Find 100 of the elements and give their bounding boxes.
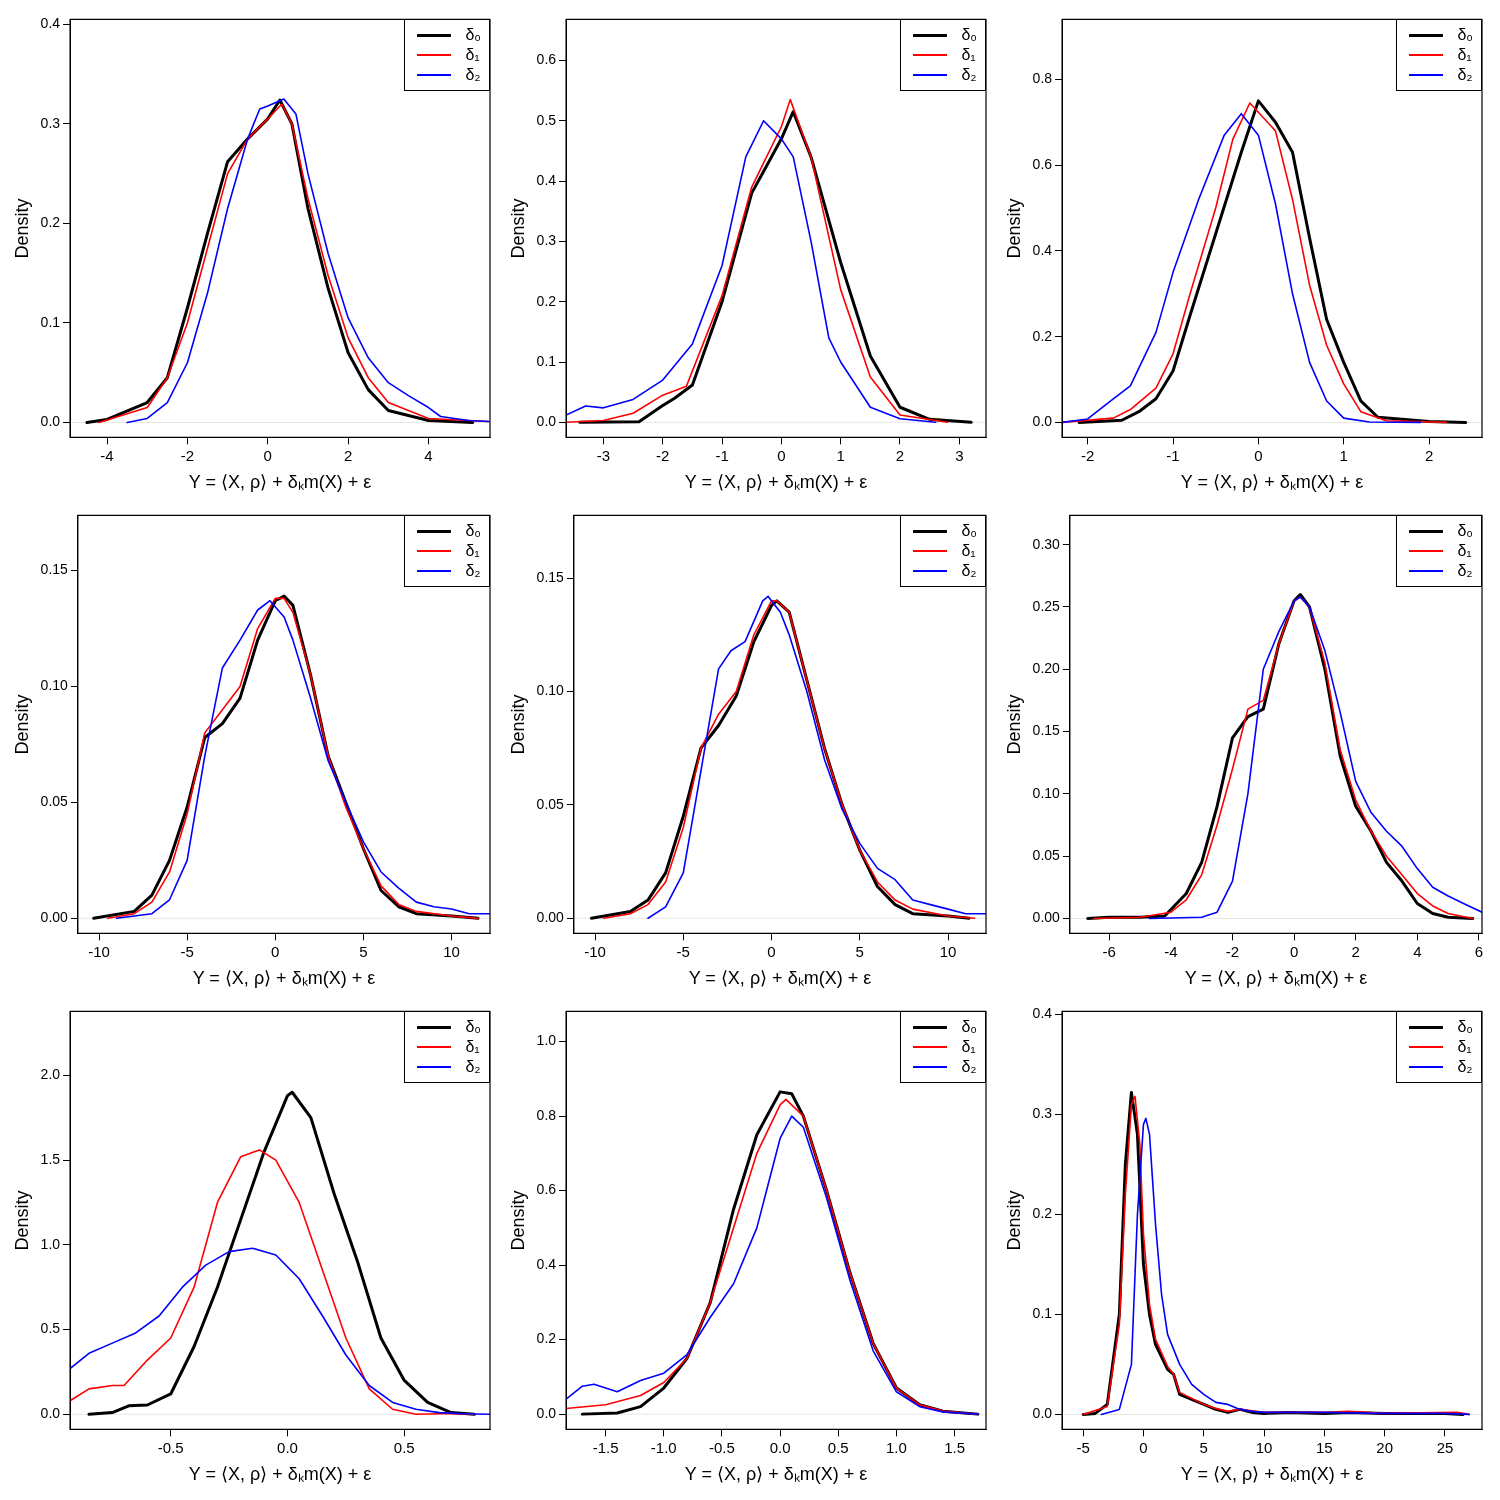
x-axis-title: Y = ⟨X, ρ⟩ + δₖm(X) + ε xyxy=(684,472,868,493)
x-tick-label: 5 xyxy=(855,942,864,960)
x-tick-label: 1.5 xyxy=(944,1438,966,1456)
x-tick-label: 10 xyxy=(939,942,957,960)
legend-label: δ₀ xyxy=(1457,521,1473,542)
y-axis-title: Density xyxy=(1003,1190,1024,1251)
legend-label: δ₁ xyxy=(1457,45,1472,66)
x-tick-label: 0 xyxy=(263,446,272,464)
y-tick-label: 0.10 xyxy=(40,677,69,694)
legend-label: δ₂ xyxy=(465,1057,481,1078)
x-tick-label: -2 xyxy=(180,446,195,464)
x-tick-label: 4 xyxy=(424,446,433,464)
legend-label: δ₀ xyxy=(961,25,977,46)
y-tick-label: 0.2 xyxy=(40,214,61,231)
legend-label: δ₂ xyxy=(465,561,481,582)
y-tick-label: 0.1 xyxy=(536,352,557,369)
legend-label: δ₁ xyxy=(961,1037,976,1058)
x-tick-label: -1.5 xyxy=(592,1438,619,1456)
y-axis-title: Density xyxy=(507,198,528,259)
y-tick-label: 0.6 xyxy=(1032,156,1053,173)
x-tick-label: -4 xyxy=(1164,942,1178,960)
legend-label: δ₁ xyxy=(465,1037,480,1058)
x-tick-label: 10 xyxy=(443,942,460,960)
legend-label: δ₁ xyxy=(465,541,480,562)
x-tick-label: 2 xyxy=(343,446,353,464)
y-tick-label: 0.20 xyxy=(1032,660,1061,677)
y-axis-title: Density xyxy=(11,198,32,259)
x-tick-label: -3 xyxy=(596,446,611,464)
y-tick-label: 0.1 xyxy=(1032,1305,1053,1322)
y-tick-label: 0.6 xyxy=(536,51,557,68)
legend-label: δ₀ xyxy=(465,1017,481,1038)
x-tick-label: -5 xyxy=(1076,1438,1090,1456)
y-tick-label: 0.4 xyxy=(1032,1005,1053,1022)
y-tick-label: 0.05 xyxy=(536,795,565,812)
y-tick-label: 0.8 xyxy=(1032,70,1053,87)
x-tick-label: 6 xyxy=(1474,942,1484,960)
x-tick-label: 1 xyxy=(836,446,845,464)
legend-label: δ₂ xyxy=(961,1057,977,1078)
x-tick-label: 0 xyxy=(1139,1438,1148,1456)
x-tick-label: 0.0 xyxy=(769,1438,791,1456)
x-tick-label: 0.5 xyxy=(827,1438,849,1456)
y-axis-title: Density xyxy=(11,1190,32,1251)
x-tick-label: 0 xyxy=(1254,446,1263,464)
x-tick-label: 5 xyxy=(1199,1438,1208,1456)
legend-label: δ₀ xyxy=(1457,25,1473,46)
x-axis-title: Y = ⟨X, ρ⟩ + δₖm(X) + ε xyxy=(1184,968,1368,989)
x-tick-label: -1 xyxy=(1166,446,1180,464)
x-tick-label: -1.0 xyxy=(650,1438,677,1456)
x-axis-title: Y = ⟨X, ρ⟩ + δₖm(X) + ε xyxy=(1180,1464,1364,1485)
y-tick-label: 0.00 xyxy=(40,909,69,926)
y-tick-label: 1.0 xyxy=(40,1235,61,1252)
x-tick-label: -5 xyxy=(180,942,194,960)
x-tick-label: 25 xyxy=(1436,1438,1454,1456)
y-tick-label: 0.30 xyxy=(1032,535,1061,552)
x-axis-title: Y = ⟨X, ρ⟩ + δₖm(X) + ε xyxy=(188,472,372,493)
legend-label: δ₁ xyxy=(1457,1037,1472,1058)
y-tick-label: 0.0 xyxy=(536,1404,557,1421)
legend-label: δ₀ xyxy=(1457,1017,1473,1038)
x-axis-title: Y = ⟨X, ρ⟩ + δₖm(X) + ε xyxy=(684,1464,868,1485)
legend-label: δ₂ xyxy=(1457,1057,1473,1078)
y-tick-label: 0.2 xyxy=(1032,327,1053,344)
x-tick-label: 10 xyxy=(1255,1438,1273,1456)
y-tick-label: 0.4 xyxy=(536,1255,557,1272)
x-tick-label: -0.5 xyxy=(709,1438,735,1456)
x-tick-label: -0.5 xyxy=(157,1438,184,1456)
x-tick-label: -5 xyxy=(676,942,690,960)
x-tick-label: 5 xyxy=(359,942,368,960)
legend-label: δ₂ xyxy=(961,561,977,582)
legend-label: δ₁ xyxy=(1457,541,1472,562)
legend-label: δ₀ xyxy=(465,25,481,46)
x-axis-title: Y = ⟨X, ρ⟩ + δₖm(X) + ε xyxy=(1180,472,1364,493)
legend-label: δ₂ xyxy=(961,65,977,86)
x-axis-title: Y = ⟨X, ρ⟩ + δₖm(X) + ε xyxy=(688,968,872,989)
y-tick-label: 0.15 xyxy=(536,569,565,586)
legend-label: δ₂ xyxy=(1457,561,1473,582)
y-tick-label: 0.3 xyxy=(1032,1105,1053,1122)
y-axis-title: Density xyxy=(507,694,528,755)
y-axis-title: Density xyxy=(1003,694,1024,755)
x-tick-label: 0 xyxy=(1289,942,1299,960)
x-axis-title: Y = ⟨X, ρ⟩ + δₖm(X) + ε xyxy=(192,968,376,989)
y-tick-label: 0.1 xyxy=(40,313,61,330)
y-tick-label: 0.00 xyxy=(536,909,565,926)
x-tick-label: -10 xyxy=(584,942,606,960)
x-tick-label: -1 xyxy=(715,446,729,464)
x-axis-title: Y = ⟨X, ρ⟩ + δₖm(X) + ε xyxy=(188,1464,372,1485)
x-tick-label: 15 xyxy=(1316,1438,1333,1456)
x-tick-label: 1 xyxy=(1339,446,1348,464)
legend-label: δ₁ xyxy=(961,45,976,66)
x-tick-label: 4 xyxy=(1413,942,1422,960)
x-tick-label: -2 xyxy=(1225,942,1240,960)
x-tick-label: -4 xyxy=(100,446,114,464)
y-tick-label: 1.0 xyxy=(536,1032,557,1049)
y-tick-label: 0.4 xyxy=(536,171,557,188)
legend-label: δ₀ xyxy=(465,521,481,542)
y-tick-label: 0.0 xyxy=(536,413,557,430)
y-tick-label: 0.2 xyxy=(536,1330,557,1347)
x-tick-label: 2 xyxy=(1351,942,1360,960)
y-tick-label: 2.0 xyxy=(40,1066,61,1083)
y-tick-label: 0.0 xyxy=(1032,1405,1053,1422)
legend-label: δ₁ xyxy=(961,541,976,562)
